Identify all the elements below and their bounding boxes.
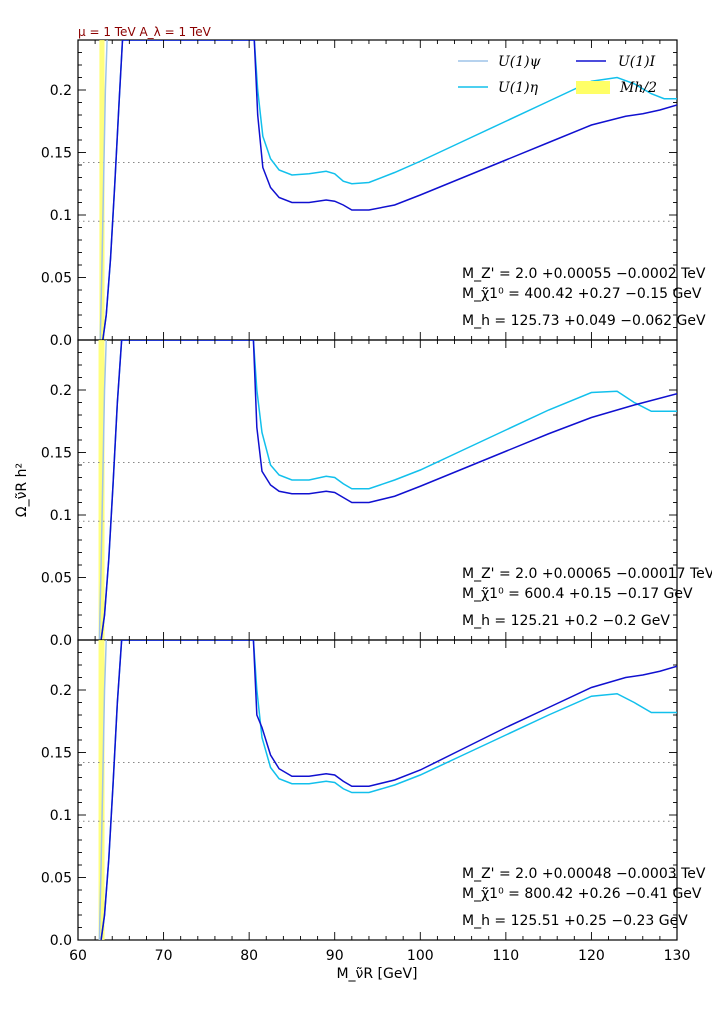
annotation-mz: M_Z' = 2.0 +0.00055 −0.0002 TeV <box>462 266 706 282</box>
header-label: μ = 1 TeV A_λ = 1 TeV <box>78 25 212 39</box>
y-tick-label: 0.15 <box>41 746 72 762</box>
annotation-mz: M_Z' = 2.0 +0.00048 −0.0003 TeV <box>462 866 706 882</box>
x-tick-label: 100 <box>407 948 434 964</box>
y-tick-label: 0.15 <box>41 146 72 162</box>
panel-annotation: M_Z' = 2.0 +0.00048 −0.0003 TeV M_χ̃1⁰ =… <box>462 866 706 929</box>
x-tick-label: 90 <box>326 948 344 964</box>
series-line-u1-i <box>102 40 677 340</box>
legend-swatch-mh-half <box>576 81 610 94</box>
x-tick-label: 80 <box>240 948 258 964</box>
y-tick-label: 0.0 <box>50 633 72 649</box>
mh-half-band <box>98 340 105 640</box>
x-tick-label: 60 <box>69 948 87 964</box>
panel-top: 0.0 0.05 0.1 0.15 0.2 M_Z' = 2.0 +0.00055 −0… <box>41 39 706 349</box>
plot-content: 0.0 0.05 0.1 0.15 0.2 <box>41 339 678 649</box>
y-tick-label: 0.0 <box>50 333 72 349</box>
y-tick-label: 0.1 <box>50 808 72 824</box>
x-tick-label: 130 <box>664 948 691 964</box>
x-axis-label: M_ν̃R [GeV] <box>336 966 417 982</box>
y-tick-label: 0.2 <box>50 83 72 99</box>
y-tick-label: 0.05 <box>41 271 72 287</box>
x-tick-label: 110 <box>492 948 519 964</box>
y-tick-label: 0.05 <box>41 871 72 887</box>
panel-annotation: M_Z' = 2.0 +0.00055 −0.0002 TeV M_χ̃1⁰ =… <box>462 266 706 329</box>
panel-annotation: M_Z' = 2.0 +0.00065 −0.00017 TeV M_χ̃1⁰ … <box>462 566 712 629</box>
series-line-u1-psi <box>99 40 108 340</box>
legend-label-u1-eta: U(1)η <box>498 80 539 96</box>
x-tick-label: 70 <box>155 948 173 964</box>
series-line-u1-i <box>100 640 677 940</box>
legend-label-u1-psi: U(1)ψ <box>498 54 542 70</box>
annotation-mz: M_Z' = 2.0 +0.00065 −0.00017 TeV <box>462 566 712 582</box>
legend-label-mh-half: Mh/2 <box>619 80 657 96</box>
legend-label-u1-i: U(1)I <box>618 54 656 70</box>
series-line-u1-i <box>100 340 677 640</box>
y-tick-label: 0.15 <box>41 446 72 462</box>
annotation-mchi: M_χ̃1⁰ = 800.42 +0.26 −0.41 GeV <box>462 886 702 902</box>
annotation-mchi: M_χ̃1⁰ = 600.4 +0.15 −0.17 GeV <box>462 586 693 602</box>
annotation-mh: M_h = 125.73 +0.049 −0.062 GeV <box>462 313 706 329</box>
plot-content: 0.0 0.05 0.1 0.15 0.2 60 70 80 90 100 110 120 130 <box>41 639 691 964</box>
legend: U(1)ψ U(1)I U(1)η Mh/2 <box>458 54 657 96</box>
y-tick-label: 0.1 <box>50 208 72 224</box>
annotation-mchi: M_χ̃1⁰ = 400.42 +0.27 −0.15 GeV <box>462 286 702 302</box>
y-tick-label: 0.1 <box>50 508 72 524</box>
panel-bottom: 0.0 0.05 0.1 0.15 0.2 60 70 80 90 100 110 120 130 M_… <box>41 639 706 964</box>
series-line-u1-psi <box>98 640 107 940</box>
mh-half-band <box>98 640 105 940</box>
y-tick-label: 0.2 <box>50 683 72 699</box>
x-tick-label: 120 <box>578 948 605 964</box>
annotation-mh: M_h = 125.21 +0.2 −0.2 GeV <box>462 613 670 629</box>
y-tick-label: 0.0 <box>50 933 72 949</box>
plot-content: 0.0 0.05 0.1 0.15 0.2 <box>41 39 678 349</box>
panel-middle: 0.0 0.05 0.1 0.15 0.2 M_Z' = 2.0 +0.00065 −0… <box>41 339 712 649</box>
y-axis-label: Ω_ν̃R h² <box>14 463 30 517</box>
series-line-u1-psi <box>98 340 107 640</box>
y-tick-label: 0.2 <box>50 383 72 399</box>
mh-half-band <box>99 40 105 340</box>
annotation-mh: M_h = 125.51 +0.25 −0.23 GeV <box>462 913 688 929</box>
y-tick-label: 0.05 <box>41 571 72 587</box>
